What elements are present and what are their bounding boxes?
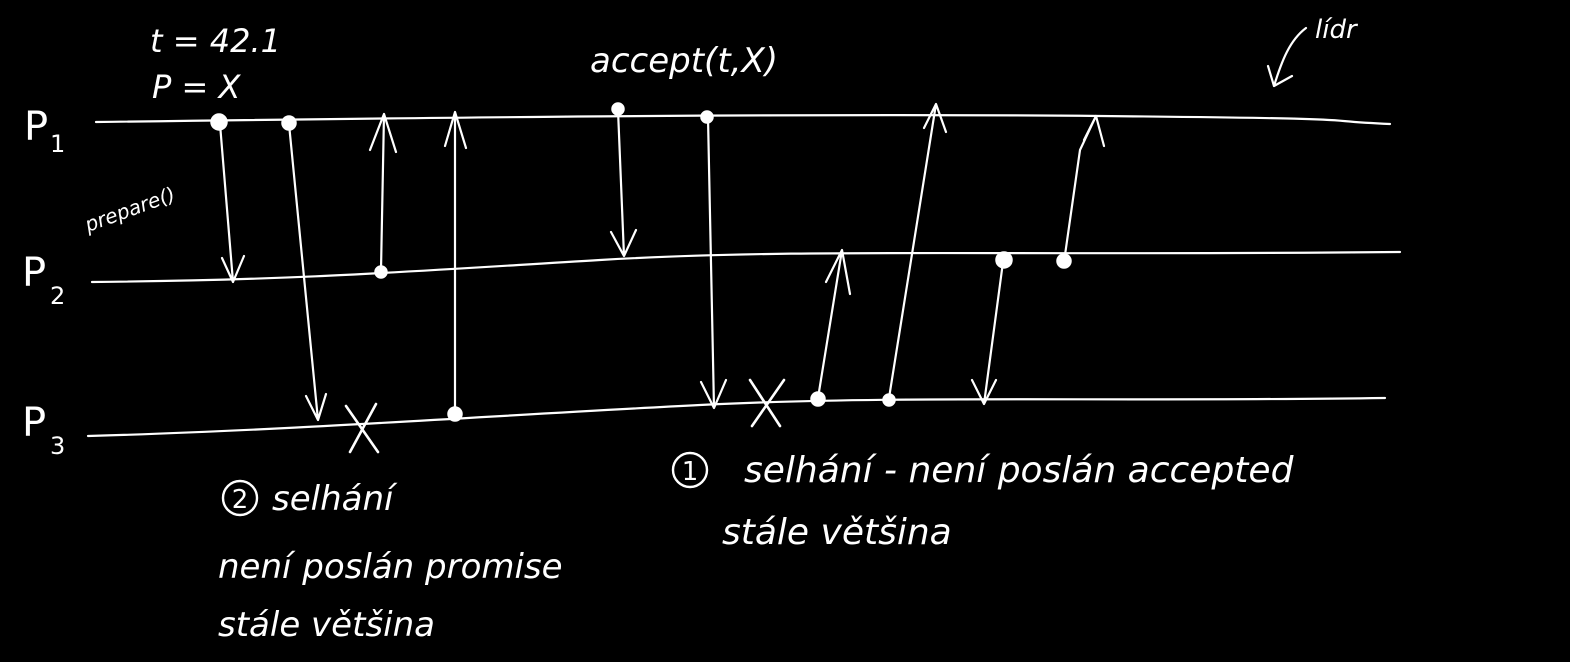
- prepare-arrow-p1-p2: [218, 122, 246, 284]
- promise-arrow-p2-p1: [368, 112, 398, 272]
- svg-text:P: P: [24, 104, 48, 150]
- process-label-p3: P 3: [22, 400, 65, 460]
- accept-arrow-p1-p2: [609, 108, 638, 258]
- note-line: stále většina: [218, 605, 435, 645]
- accept-arrow-p1-p3: [699, 116, 728, 410]
- leader-pointer-arrow: [1266, 26, 1308, 88]
- accept-label: accept(t,X): [590, 41, 778, 81]
- event-dot: [447, 406, 463, 422]
- arrow-p2-p3: [970, 260, 1005, 406]
- svg-text:2: 2: [50, 282, 65, 310]
- failure-cross-1: [748, 378, 786, 428]
- note-line: není poslán promise: [218, 547, 563, 587]
- event-dot: [995, 251, 1013, 269]
- event-dot: [281, 115, 297, 131]
- event-dot: [1056, 253, 1072, 269]
- svg-text:3: 3: [50, 432, 65, 460]
- event-dot: [700, 110, 714, 124]
- process-label-p2: P 2: [22, 250, 65, 310]
- message-arrows: [218, 102, 1106, 422]
- failure-cross-2: [344, 402, 380, 454]
- note-number: 1: [682, 457, 699, 487]
- promise-arrow-p3-p1: [443, 110, 468, 416]
- svg-text:P: P: [22, 400, 46, 446]
- note-line: selhání - není poslán accepted: [744, 450, 1295, 491]
- arrow-p3-p2: [816, 248, 852, 400]
- arrow-p2-p1: [1062, 114, 1106, 264]
- proposal-number: t = 42.1: [150, 22, 281, 60]
- event-dot: [810, 391, 826, 407]
- arrow-p3-p1: [887, 102, 948, 400]
- svg-text:1: 1: [50, 130, 65, 158]
- note-failure-1: 1 selhání - není poslán accepted stále v…: [671, 450, 1295, 553]
- leader-label: lídr: [1315, 15, 1359, 45]
- timeline-p1: [94, 113, 1392, 126]
- note-number: 2: [232, 485, 249, 515]
- svg-text:P: P: [22, 250, 46, 296]
- note-line: selhání: [272, 479, 398, 519]
- timeline-p3: [86, 396, 1387, 438]
- note-number-circle: [221, 479, 259, 517]
- event-dots: [210, 102, 1072, 422]
- note-number-circle: [671, 451, 709, 489]
- event-dot: [882, 393, 896, 407]
- timeline-p2: [90, 250, 1402, 284]
- event-dot: [374, 265, 388, 279]
- note-line: stále většina: [722, 512, 952, 553]
- prepare-arrow-p1-p3: [287, 122, 328, 422]
- event-dot: [611, 102, 625, 116]
- prepare-label: prepare(): [81, 182, 179, 237]
- process-label-p1: P 1: [24, 104, 65, 158]
- note-failure-2: 2 selhání není poslán promise stále větš…: [218, 479, 563, 645]
- proposal-value: P = X: [152, 68, 241, 106]
- event-dot: [210, 113, 228, 131]
